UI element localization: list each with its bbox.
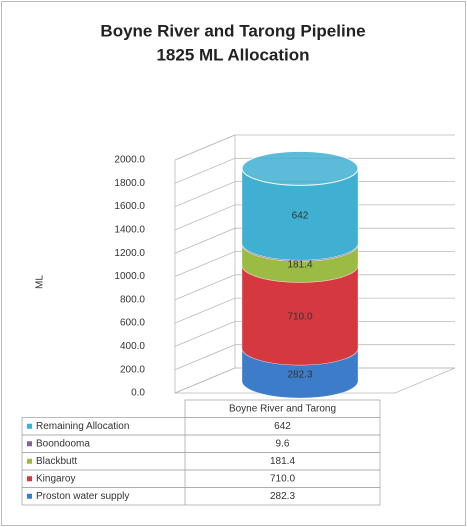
y-tick-label: 400.0 <box>120 341 145 352</box>
y-tick-label: 2000.0 <box>114 155 145 166</box>
data-label: 181.4 <box>287 260 312 271</box>
y-tick-label: 600.0 <box>120 318 145 329</box>
table-value: 9.6 <box>276 438 290 449</box>
grid-line <box>174 274 455 301</box>
legend-label: Boondooma <box>36 438 90 449</box>
grid-line <box>174 181 455 207</box>
y-tick-label: 1800.0 <box>114 178 145 189</box>
chart-title: Boyne River and Tarong Pipeline <box>100 21 365 40</box>
y-tick-label: 800.0 <box>120 294 145 305</box>
data-label: 642 <box>292 211 309 222</box>
grid-line <box>174 227 455 254</box>
legend-label: Blackbutt <box>36 456 77 467</box>
grid-line <box>174 204 455 231</box>
legend-key <box>27 476 32 482</box>
grid-line <box>174 320 455 347</box>
table-value: 181.4 <box>270 456 295 467</box>
table-row <box>21 417 381 436</box>
legend-label: Proston water supply <box>36 491 129 502</box>
y-axis-label: ML <box>35 275 46 289</box>
data-label: 710.0 <box>287 312 312 323</box>
y-tick-label: 1400.0 <box>114 225 145 236</box>
grid-line <box>174 344 455 371</box>
table-value: 282.3 <box>270 491 295 502</box>
legend-key <box>27 441 32 447</box>
legend-label: Remaining Allocation <box>36 421 129 432</box>
grid-line <box>174 134 455 161</box>
y-tick-label: 1600.0 <box>114 201 145 212</box>
chart-subtitle: 1825 ML Allocation <box>156 45 309 64</box>
table-header: Boyne River and Tarong <box>229 403 336 414</box>
grid-line <box>174 367 455 394</box>
legend-key <box>27 458 32 464</box>
y-tick-label: 0.0 <box>131 388 145 399</box>
grid-line <box>174 157 455 184</box>
legend-key <box>27 493 32 499</box>
y-tick-label: 1200.0 <box>114 248 145 259</box>
grid-line <box>174 297 455 324</box>
grid-line <box>174 251 455 277</box>
legend-label: Kingaroy <box>36 473 75 484</box>
table-value: 642 <box>274 421 291 432</box>
cylinder-top <box>241 150 359 186</box>
data-label: 282.3 <box>287 369 312 380</box>
y-tick-label: 200.0 <box>120 364 145 375</box>
legend-key <box>27 423 32 429</box>
y-tick-label: 1000.0 <box>114 271 145 282</box>
table-value: 710.0 <box>270 473 295 484</box>
